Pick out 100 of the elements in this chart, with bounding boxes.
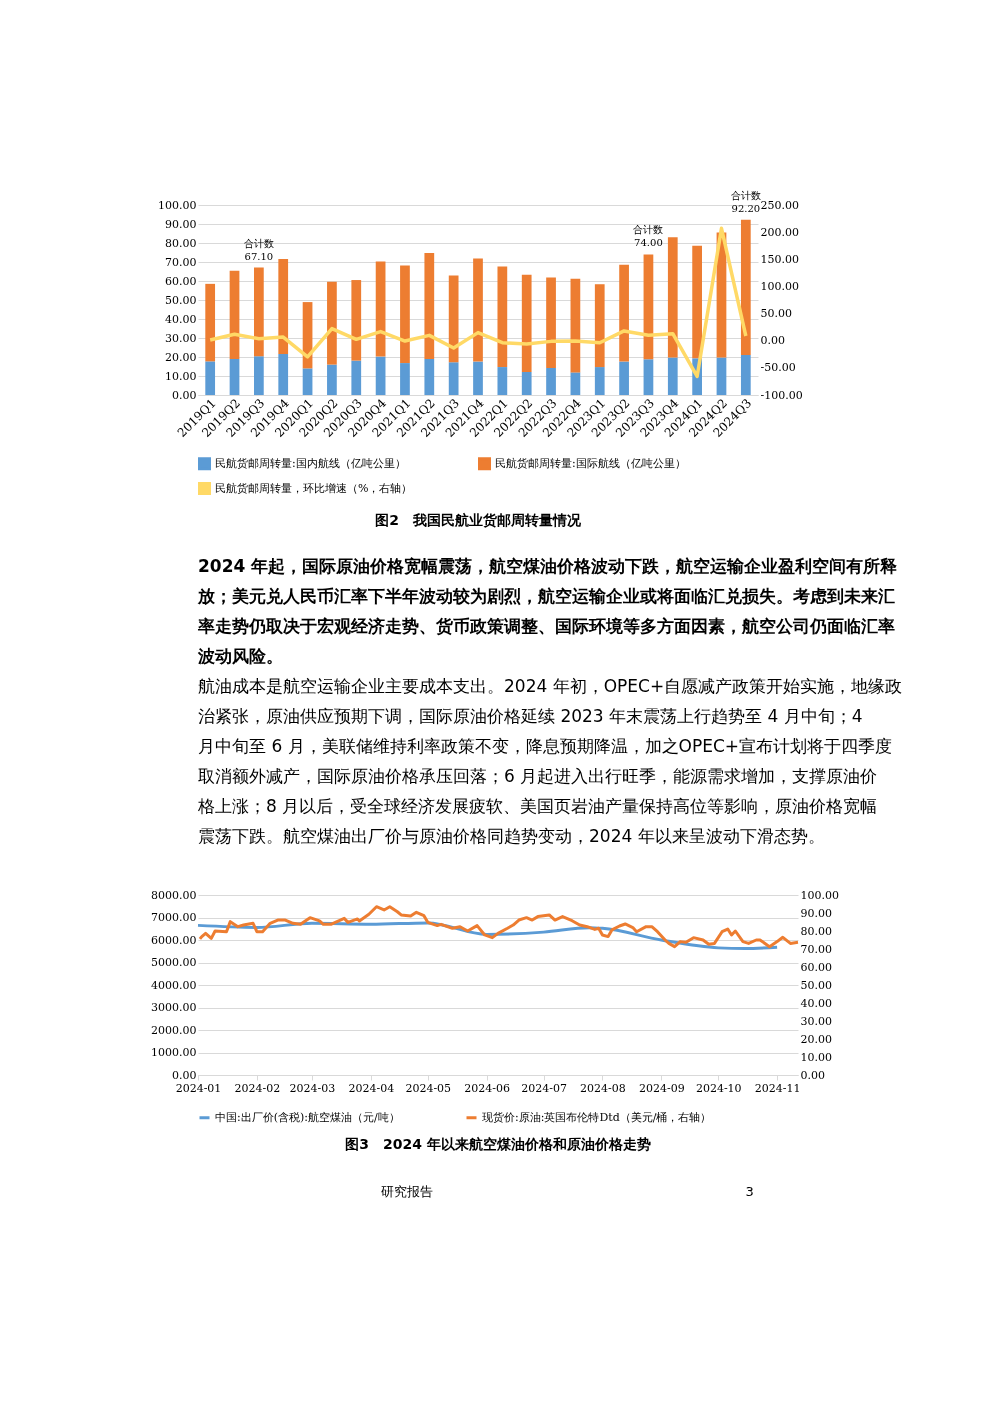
bar	[643, 359, 654, 395]
y2-tick-label: 70.00	[800, 942, 832, 956]
text: 2024 年起，国际原油价格宽幅震荡，航空煤油价格波动下跌，航空运输企业盈利空间有所释放；美元兑人民币汇率下半年波动较为剧烈，航空运输企业或将面临汇兑损失。考虑到未来汇率走势仍取决于宏观经济走势、货币政策调整、国际环境等多方面因素，航空公司仍面临汇率波动风险。	[197, 556, 898, 666]
x-tick-label: 2024-05	[405, 1081, 452, 1095]
y-tick-label: 70.00	[165, 255, 197, 269]
text: 3	[745, 1184, 754, 1199]
bar	[278, 258, 289, 354]
y-tick-label: 7000.00	[151, 911, 197, 924]
y2-tick-label: 0.00	[800, 1068, 825, 1082]
y-tick-label: 80.00	[165, 236, 197, 250]
bar	[619, 264, 629, 362]
x-tick-label: 2024-10	[695, 1081, 742, 1095]
bar	[302, 368, 313, 395]
total-label: 67.10	[244, 250, 274, 262]
y-tick-label: 2000.00	[151, 1023, 197, 1037]
bar	[546, 277, 556, 369]
bar	[448, 275, 459, 363]
x-tick-label: 2024-03	[289, 1081, 336, 1095]
bar	[521, 274, 532, 373]
bar	[667, 237, 678, 358]
bar	[424, 358, 435, 395]
y-tick-label: 6000.00	[151, 933, 197, 947]
y-tick-label: 1000.00	[151, 1046, 197, 1059]
x-tick-label: 2024-01	[175, 1081, 222, 1095]
bar	[619, 361, 629, 395]
bar	[448, 362, 459, 395]
y2-tick-label: 100.00	[800, 888, 839, 902]
bar	[473, 258, 483, 362]
y2-tick-label: 50.00	[760, 307, 792, 321]
bar	[570, 372, 581, 395]
line-series	[208, 226, 748, 379]
y2-tick-label: -100.00	[760, 388, 803, 402]
total-label: 74.00	[634, 237, 663, 249]
bar	[205, 283, 216, 362]
bar	[692, 245, 702, 359]
x-tick-label: 2024-06	[464, 1081, 510, 1095]
y2-tick-label: 20.00	[800, 1032, 832, 1046]
x-tick-label: 2024-04	[348, 1081, 395, 1095]
bar	[740, 354, 751, 395]
y-tick-label: 40.00	[165, 312, 197, 326]
bar	[278, 353, 289, 395]
y-tick-label: 100.00	[158, 198, 197, 212]
total-label: 92.20	[731, 202, 761, 214]
y-tick-label: 60.00	[165, 274, 197, 288]
y-tick-label: 30.00	[165, 331, 197, 345]
annotation: 合计数	[730, 189, 761, 201]
bar	[400, 363, 410, 395]
legend-label: 现货价:原油:英国布伦特Dtd（美元/桶，右轴）	[482, 1110, 712, 1124]
bar	[521, 372, 532, 395]
bar	[327, 281, 337, 365]
bar	[497, 266, 508, 368]
legend-label: 中国:出厂价(含税):航空煤油（元/吨）	[215, 1110, 400, 1124]
bar	[594, 367, 605, 395]
y-tick-label: 0.00	[172, 1068, 197, 1082]
annotation: 合计数	[633, 224, 664, 236]
line-series	[198, 905, 800, 949]
bar	[375, 356, 386, 395]
y2-tick-label: 60.00	[800, 960, 832, 974]
y-tick-label: 5000.00	[151, 956, 197, 969]
y-tick-label: 10.00	[165, 369, 197, 383]
y-tick-label: 20.00	[165, 350, 197, 364]
y-tick-label: 50.00	[165, 293, 197, 307]
y2-tick-label: 100.00	[760, 279, 799, 293]
y2-tick-label: 0.00	[760, 334, 785, 348]
bar	[424, 252, 435, 359]
y2-tick-label: 90.00	[800, 906, 832, 920]
text: 图3 2024 年以来航空煤油价格和原油价格走势	[345, 1136, 651, 1152]
bar	[667, 357, 678, 395]
bar	[254, 267, 264, 357]
bar	[716, 357, 727, 395]
y2-tick-label: 30.00	[800, 1014, 832, 1028]
y2-tick-label: 150.00	[760, 252, 799, 266]
text: 航油成本是航空运输企业主要成本支出。2024 年初，OPEC+自愿减产政策开始实施，地缘政治紧张，原油供应预期下调，国际原油价格延续 2023 年末震荡上行趋势至 4 月中旬；4 月中旬至 6 月，美联储维持利率政策不变，降息预期降温，加之OPEC+宣布计划将于四季度取消额外减产，国际原油价格承压回落；6 月起进入出行旺季，能源需求增加，支撑原油价格上涨；8 月以后，受全球经济发展疲软、美国页岩油产量保持高位等影响，原油价格宽幅震荡下跌。航空煤油出厂价与原油价格同趋势变动，2024 年以来呈波动下滑态势。	[197, 676, 903, 846]
bar	[351, 360, 362, 395]
x-tick-label: 2024-07	[521, 1081, 567, 1095]
y2-tick-label: -50.00	[760, 361, 796, 375]
bar	[546, 368, 556, 395]
y2-tick-label: 200.00	[760, 225, 799, 239]
bar	[351, 280, 362, 361]
y2-tick-label: 250.00	[760, 198, 799, 212]
bar	[594, 284, 605, 368]
legend-label: 民航货邮周转量:国际航线（亿吨公里）	[495, 456, 686, 470]
y-tick-label: 0.00	[172, 388, 197, 402]
text: 图2 我国民航业货邮周转量情况	[375, 512, 582, 528]
x-tick-label: 2024-08	[580, 1081, 626, 1095]
y-tick-label: 4000.00	[151, 978, 197, 992]
legend-label: 民航货邮周转量:国内航线（亿吨公里）	[215, 456, 406, 470]
y-tick-label: 90.00	[165, 217, 197, 231]
legend-label: 民航货邮周转量，环比增速（%，右轴）	[215, 481, 413, 495]
bar	[497, 367, 508, 395]
x-tick-label: 2024-09	[638, 1081, 685, 1095]
x-tick-label: 2024-11	[754, 1081, 801, 1095]
y2-tick-label: 40.00	[800, 996, 832, 1010]
bar	[254, 356, 264, 395]
bar	[229, 358, 240, 395]
bar	[473, 361, 483, 395]
y2-tick-label: 80.00	[800, 924, 832, 938]
bar	[740, 219, 751, 355]
y2-tick-label: 10.00	[800, 1050, 832, 1064]
y-tick-label: 3000.00	[151, 1001, 197, 1014]
